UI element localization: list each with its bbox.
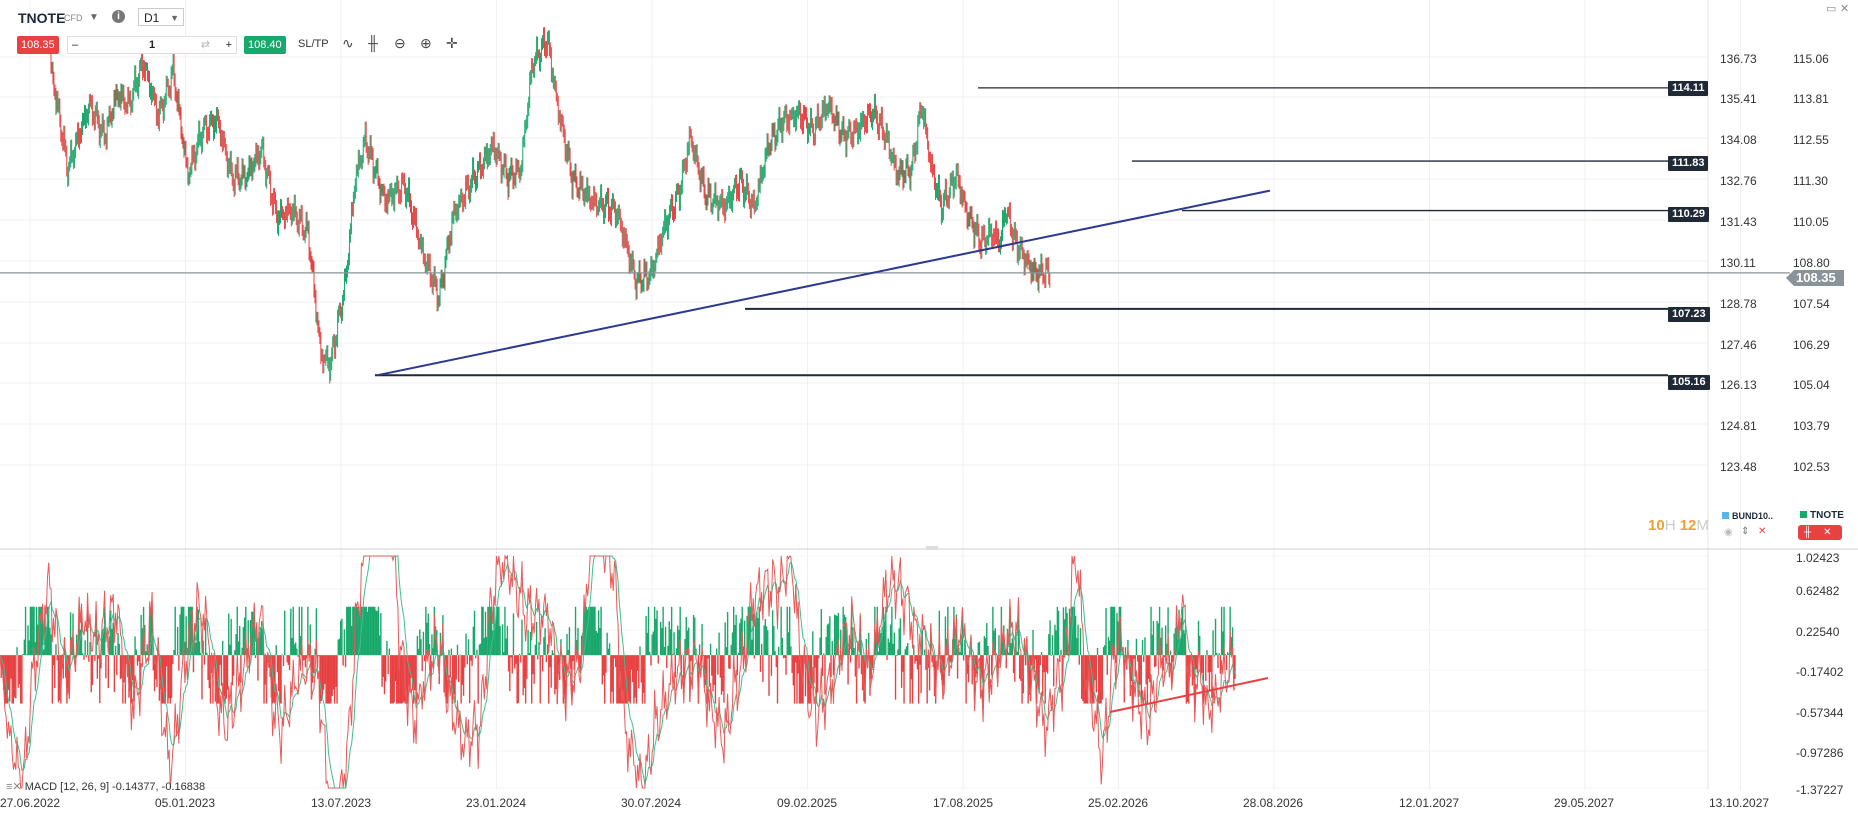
timeframe-value: D1: [144, 11, 160, 25]
level-tag[interactable]: 114.11: [1668, 81, 1709, 96]
zoom-in-icon[interactable]: ⊕: [420, 35, 432, 51]
line-chart-icon[interactable]: ∿: [342, 35, 354, 51]
date-label: 13.10.2027: [1709, 796, 1770, 810]
buy-button[interactable]: 108.40: [244, 36, 286, 54]
symbol-dropdown-icon[interactable]: ▼: [89, 12, 99, 23]
color-swatch: [1800, 511, 1807, 518]
price-label: 135.41: [1720, 92, 1757, 106]
date-label: 27.06.2022: [0, 796, 61, 810]
price-label: 106.29: [1793, 338, 1830, 352]
menu-icon[interactable]: ≡✕: [6, 781, 25, 793]
trendline: [376, 189, 1271, 377]
main-symbol: TNOTE: [1810, 510, 1844, 521]
candlestick-icon[interactable]: ╫: [368, 35, 378, 51]
indicator-label: MACD [12, 26, 9] -0.14377, -0.16838: [24, 781, 206, 793]
date-label: 28.08.2026: [1243, 796, 1304, 810]
chevron-down-icon: ▼: [170, 13, 179, 23]
price-label: 126.13: [1720, 378, 1757, 392]
countdown-hours: 10: [1648, 517, 1665, 534]
indicator-legend[interactable]: ≡✕ MACD [12, 26, 9] -0.14377, -0.16838: [6, 780, 205, 793]
drawing-lines: [0, 87, 1790, 377]
price-label: 110.05: [1793, 215, 1829, 229]
date-label: 25.02.2026: [1088, 796, 1149, 810]
level-tag[interactable]: 107.23: [1668, 307, 1710, 322]
sltp-button[interactable]: SL/TP: [298, 38, 329, 50]
minimize-icon[interactable]: ▭: [1826, 3, 1837, 15]
price-label: 111.30: [1793, 174, 1828, 188]
price-label: 113.81: [1793, 92, 1829, 106]
countdown-minutes: 12: [1679, 517, 1697, 534]
macd-label: -0.17402: [1796, 665, 1844, 679]
date-label: 30.07.2024: [621, 796, 682, 810]
repeat-icon[interactable]: ⇄: [200, 39, 210, 51]
timeframe-select[interactable]: D1 ▼: [138, 8, 184, 26]
price-label: 103.79: [1793, 419, 1830, 433]
price-label: 132.76: [1720, 174, 1757, 188]
main-legend[interactable]: TNOTE: [1800, 510, 1844, 521]
macd-label: -0.57344: [1796, 706, 1844, 720]
reorder-icon[interactable]: ⇕: [1741, 526, 1750, 537]
date-label: 12.01.2027: [1399, 796, 1460, 810]
price-label: 107.54: [1793, 297, 1830, 311]
date-label: 09.02.2025: [777, 796, 838, 810]
current-price-tag: 108.35: [1786, 270, 1844, 286]
level-tag[interactable]: 110.29: [1668, 207, 1710, 222]
price-label: 112.55: [1793, 133, 1829, 147]
close-icon[interactable]: ✕: [1823, 527, 1832, 538]
price-label: 123.48: [1720, 460, 1757, 474]
price-label: 124.81: [1720, 419, 1757, 433]
macd-label: 0.62482: [1796, 584, 1840, 598]
zoom-out-icon[interactable]: ⊖: [394, 35, 406, 51]
price-label: 108.80: [1793, 256, 1830, 270]
price-label: 127.46: [1720, 338, 1757, 352]
macd-signal-line: [0, 555, 1236, 789]
price-label: 134.08: [1720, 133, 1757, 147]
remove-icon[interactable]: ✕: [1758, 526, 1767, 537]
price-candles: [50, 27, 1051, 384]
price-label: 131.43: [1720, 215, 1757, 229]
eye-icon[interactable]: ◉: [1724, 527, 1733, 538]
macd-line: [0, 554, 1236, 789]
macd-trendline: [1109, 677, 1269, 713]
date-label: 23.01.2024: [466, 796, 527, 810]
compare-legend[interactable]: BUND10..: [1722, 511, 1773, 521]
price-label: 136.73: [1720, 52, 1757, 66]
macd-label: 1.02423: [1796, 551, 1840, 565]
countdown-minutes-unit: M: [1696, 517, 1709, 534]
price-label: 128.78: [1720, 297, 1757, 311]
crosshair-icon[interactable]: ✛: [446, 35, 458, 51]
info-icon[interactable]: i: [112, 10, 125, 23]
macd-label: 0.22540: [1796, 625, 1840, 639]
level-tag[interactable]: 111.83: [1668, 156, 1709, 171]
macd-panel: [0, 554, 1269, 789]
pane-resize-handle: [926, 546, 938, 550]
price-label: 102.53: [1793, 460, 1830, 474]
macd-label: -1.37227: [1796, 783, 1844, 797]
sell-button[interactable]: 108.35: [17, 36, 59, 54]
increase-button[interactable]: +: [225, 39, 232, 51]
date-label: 17.08.2025: [933, 796, 994, 810]
top-toolbar: TNOTE CFD ▼ i D1 ▼ 108.35 – 1 ⇄ + 108.40…: [0, 0, 560, 62]
symbol-name[interactable]: TNOTE: [18, 10, 66, 26]
level-tag[interactable]: 105.16: [1668, 375, 1710, 390]
countdown-hours-unit: H: [1664, 517, 1676, 534]
date-label: 13.07.2023: [311, 796, 372, 810]
close-icon[interactable]: ✕: [1840, 3, 1850, 15]
price-label: 115.06: [1793, 52, 1829, 66]
instrument-type: CFD: [64, 13, 83, 23]
price-label: 130.11: [1720, 256, 1756, 270]
quantity-stepper[interactable]: – 1 ⇄ +: [67, 36, 237, 54]
date-label: 05.01.2023: [155, 796, 216, 810]
candle-countdown: 10H 12M: [1648, 517, 1709, 534]
price-label: 105.04: [1793, 378, 1830, 392]
color-swatch: [1722, 512, 1729, 519]
date-label: 29.05.2027: [1554, 796, 1615, 810]
quantity-value[interactable]: 1: [148, 39, 156, 51]
compare-symbol: BUND10..: [1732, 511, 1774, 521]
decrease-button[interactable]: –: [72, 39, 79, 51]
candlestick-type-icon[interactable]: ╫: [1804, 527, 1812, 538]
macd-label: -0.97286: [1796, 746, 1844, 760]
series-controls[interactable]: ╫ ✕: [1798, 525, 1842, 540]
